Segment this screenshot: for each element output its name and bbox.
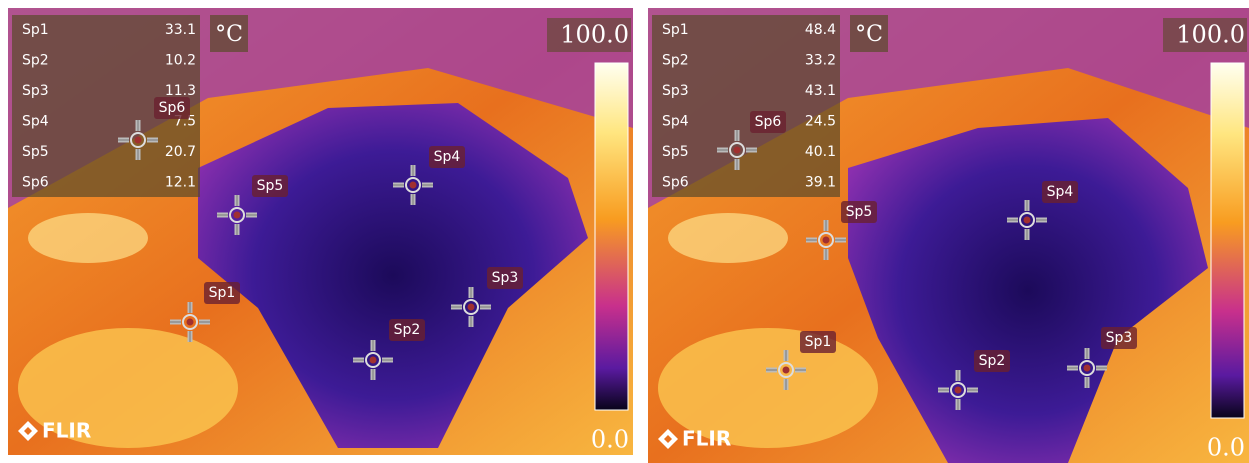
spot-value: 24.5 (805, 114, 836, 130)
spot-name: Sp3 (662, 83, 689, 99)
spot-value: 39.1 (805, 175, 836, 191)
spot-center (234, 212, 241, 219)
spot-name: Sp1 (22, 22, 49, 38)
spot-value: 33.1 (165, 22, 196, 38)
spot-label: Sp4 (434, 149, 461, 165)
spot-center (1084, 365, 1091, 372)
hot-spot (28, 213, 148, 263)
spot-name: Sp6 (662, 175, 689, 191)
spot-table-bg (652, 15, 840, 197)
spot-value: 40.1 (805, 144, 836, 160)
spot-center (783, 367, 790, 374)
scale-max: 100.0 (1176, 21, 1245, 49)
thermal-screenshot: Sp133.1Sp210.2Sp311.3Sp47.5Sp520.7Sp612.… (0, 0, 1249, 463)
color-bar (595, 63, 628, 410)
spot-center (823, 237, 830, 244)
spot-name: Sp4 (662, 114, 689, 130)
spot-label: Sp3 (492, 270, 519, 286)
spot-name: Sp5 (662, 144, 689, 160)
spot-label: Sp1 (209, 285, 236, 301)
spot-center (468, 304, 475, 311)
hot-spot (668, 213, 788, 263)
spot-label: Sp6 (755, 114, 782, 130)
spot-center (410, 182, 417, 189)
spot-value: 43.1 (805, 83, 836, 99)
spot-label: Sp4 (1047, 184, 1074, 200)
spot-label: Sp5 (846, 204, 873, 220)
logo-text: FLIR (682, 427, 731, 451)
unit: °C (215, 22, 243, 47)
spot-label: Sp5 (257, 178, 284, 194)
spot-name: Sp3 (22, 83, 49, 99)
scale-min: 0.0 (591, 426, 629, 454)
spot-name: Sp5 (22, 144, 49, 160)
spot-value: 11.3 (165, 83, 196, 99)
spot-center (187, 319, 194, 326)
spot-name: Sp4 (22, 114, 49, 130)
spot-center (135, 137, 142, 144)
spot-label: Sp6 (159, 100, 186, 116)
page: {"panels": [ {"spots": [ {"label": "Sp1"… (0, 0, 1249, 463)
spot-center (370, 357, 377, 364)
spot-center (1024, 217, 1031, 224)
thermal-panel: Sp1 48.4 Sp2 33.2 Sp3 43.1 Sp4 24.5 Sp5 40.1 Sp6 39… (648, 8, 1249, 463)
spot-value: 12.1 (165, 175, 196, 191)
spot-center (955, 387, 962, 394)
spot-name: Sp1 (662, 22, 689, 38)
logo-text: FLIR (42, 419, 91, 443)
spot-name: Sp6 (22, 175, 49, 191)
scale-max: 100.0 (560, 21, 629, 49)
spot-value: 10.2 (165, 53, 196, 69)
spot-center (734, 147, 741, 154)
scale-min: 0.0 (1207, 434, 1245, 462)
spot-label: Sp2 (394, 322, 421, 338)
spot-name: Sp2 (22, 53, 49, 69)
spot-value: 20.7 (165, 144, 196, 160)
spot-name: Sp2 (662, 53, 689, 69)
spot-value: 48.4 (805, 22, 836, 38)
spot-label: Sp3 (1106, 330, 1133, 346)
spot-value: 33.2 (805, 53, 836, 69)
color-bar (1211, 63, 1244, 418)
spot-label: Sp1 (805, 334, 832, 350)
spot-label: Sp2 (979, 353, 1006, 369)
unit: °C (855, 22, 883, 47)
